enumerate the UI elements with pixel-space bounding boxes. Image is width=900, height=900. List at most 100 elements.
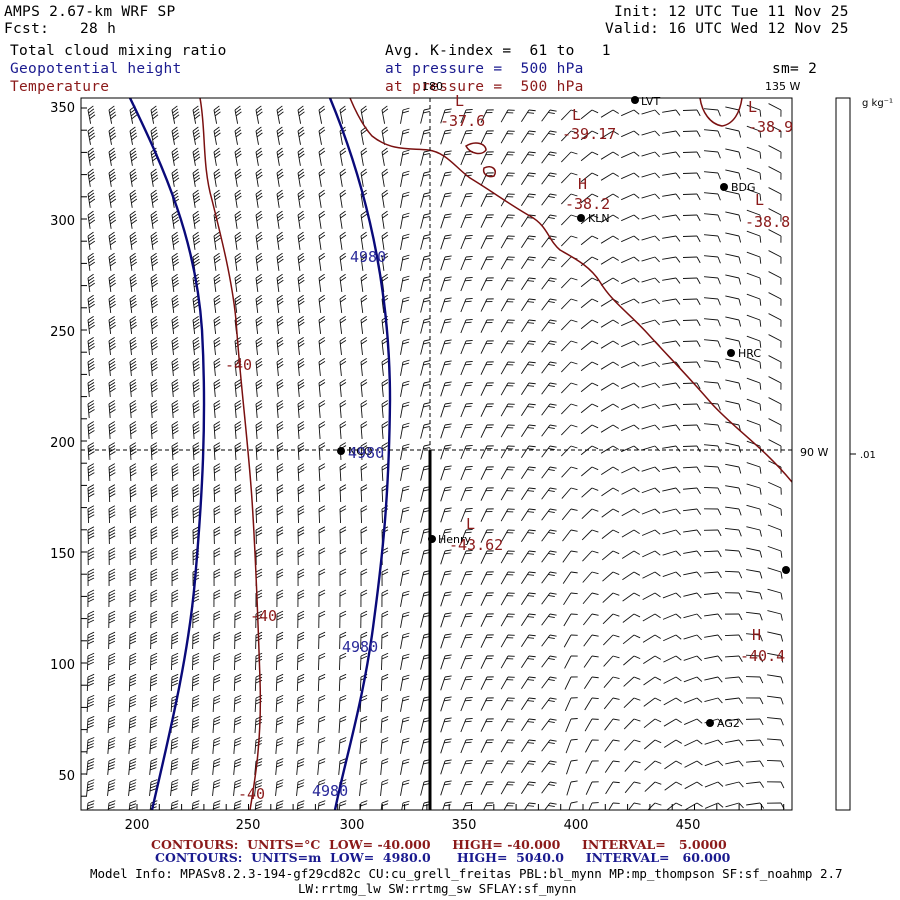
wind-barb xyxy=(725,697,744,704)
wind-barb xyxy=(541,802,557,810)
wind-barb xyxy=(339,589,347,608)
wind-barb xyxy=(86,737,95,754)
wind-barb xyxy=(150,505,158,524)
wind-barb xyxy=(192,358,200,376)
wind-barb xyxy=(460,402,473,418)
wind-barb xyxy=(276,315,284,334)
wind-barb xyxy=(129,379,137,397)
wind-barb xyxy=(360,147,368,166)
wind-barb xyxy=(600,109,619,118)
wind-barb xyxy=(520,529,536,542)
wind-barb xyxy=(170,758,179,775)
wind-barb xyxy=(127,800,137,810)
wind-barb xyxy=(500,655,515,669)
wind-barb xyxy=(582,592,599,605)
wind-barb xyxy=(541,655,557,668)
wind-barb xyxy=(234,589,242,608)
wind-barb xyxy=(662,382,681,389)
wind-barb xyxy=(191,779,200,796)
wind-barb xyxy=(480,802,494,810)
wind-barb xyxy=(602,613,620,625)
wind-barb xyxy=(768,397,782,411)
wind-barb xyxy=(108,442,116,460)
wind-barb xyxy=(460,318,473,334)
wind-barb xyxy=(604,739,620,752)
wind-barb xyxy=(746,781,765,788)
wind-barb xyxy=(276,336,284,355)
pressure-level-height: at pressure = 500 hPa xyxy=(385,61,584,77)
wind-barb xyxy=(440,213,452,229)
wind-barb xyxy=(767,588,783,600)
wind-barb xyxy=(108,526,116,545)
wind-barb xyxy=(682,424,701,432)
wind-barb xyxy=(255,168,263,187)
wind-barb xyxy=(213,168,221,187)
wind-barb xyxy=(663,739,682,748)
valid-time: Valid: 16 UTC Wed 12 Nov 25 xyxy=(605,21,849,37)
wind-barb xyxy=(255,126,263,145)
wind-barb xyxy=(641,256,660,263)
wind-barb xyxy=(213,568,221,587)
svg-text:NCO: NCO xyxy=(348,445,373,458)
wind-barb xyxy=(460,276,473,292)
height-contour-label: 4980 xyxy=(342,638,378,656)
wind-barb xyxy=(440,696,452,712)
wind-barb xyxy=(725,316,742,327)
wind-barb xyxy=(584,697,599,711)
wind-barb xyxy=(682,319,701,327)
wind-barb xyxy=(767,652,784,663)
wind-barb xyxy=(520,235,536,248)
svg-text:-38.2: -38.2 xyxy=(565,195,610,213)
wind-barb xyxy=(297,358,305,376)
wind-barb xyxy=(108,189,117,208)
wind-barb xyxy=(440,444,452,460)
wind-barb xyxy=(276,484,284,503)
wind-barb xyxy=(724,570,743,579)
wind-barb xyxy=(500,592,515,606)
wind-barb xyxy=(560,256,578,268)
wind-barb xyxy=(580,235,599,246)
wind-barb xyxy=(520,340,536,353)
wind-barb xyxy=(108,315,116,334)
wind-barb xyxy=(86,673,95,692)
wind-barb xyxy=(233,758,242,775)
wind-barb xyxy=(600,235,619,244)
wind-barb xyxy=(564,697,578,711)
wind-barb xyxy=(400,632,410,649)
wind-barb xyxy=(297,336,305,355)
wind-barb xyxy=(359,737,368,754)
wind-barb xyxy=(460,633,473,649)
wind-barb xyxy=(360,126,368,145)
wind-barb xyxy=(541,151,557,164)
wind-barb xyxy=(297,379,305,397)
wind-barb xyxy=(480,550,494,564)
wind-barb xyxy=(641,214,660,221)
wind-barb xyxy=(254,779,263,796)
wind-barb xyxy=(641,298,660,305)
wind-barb xyxy=(255,442,263,460)
wind-barb xyxy=(192,126,201,145)
wind-barb xyxy=(541,319,557,332)
wind-barb xyxy=(213,526,221,545)
svg-text:-38.8: -38.8 xyxy=(745,213,790,231)
wind-barb xyxy=(560,298,578,310)
wind-barb xyxy=(318,610,326,629)
wind-barb xyxy=(213,652,221,671)
wind-barb xyxy=(192,484,200,503)
wind-barb xyxy=(768,103,782,117)
wind-barb xyxy=(339,505,347,524)
wind-barb xyxy=(150,168,159,187)
wind-barb xyxy=(296,716,305,733)
wind-barb xyxy=(725,485,742,495)
wind-barb xyxy=(400,338,410,355)
wind-barb xyxy=(108,610,116,629)
wind-barb xyxy=(624,739,641,751)
wind-barb xyxy=(440,633,452,649)
wind-barb xyxy=(234,379,242,397)
wind-barb xyxy=(381,568,389,587)
wind-barb xyxy=(213,421,221,439)
wind-barb xyxy=(212,758,221,775)
extremum-low: L -43.62 xyxy=(449,515,503,554)
temperature-contour-blob2 xyxy=(482,165,496,178)
wind-barb xyxy=(213,379,221,397)
